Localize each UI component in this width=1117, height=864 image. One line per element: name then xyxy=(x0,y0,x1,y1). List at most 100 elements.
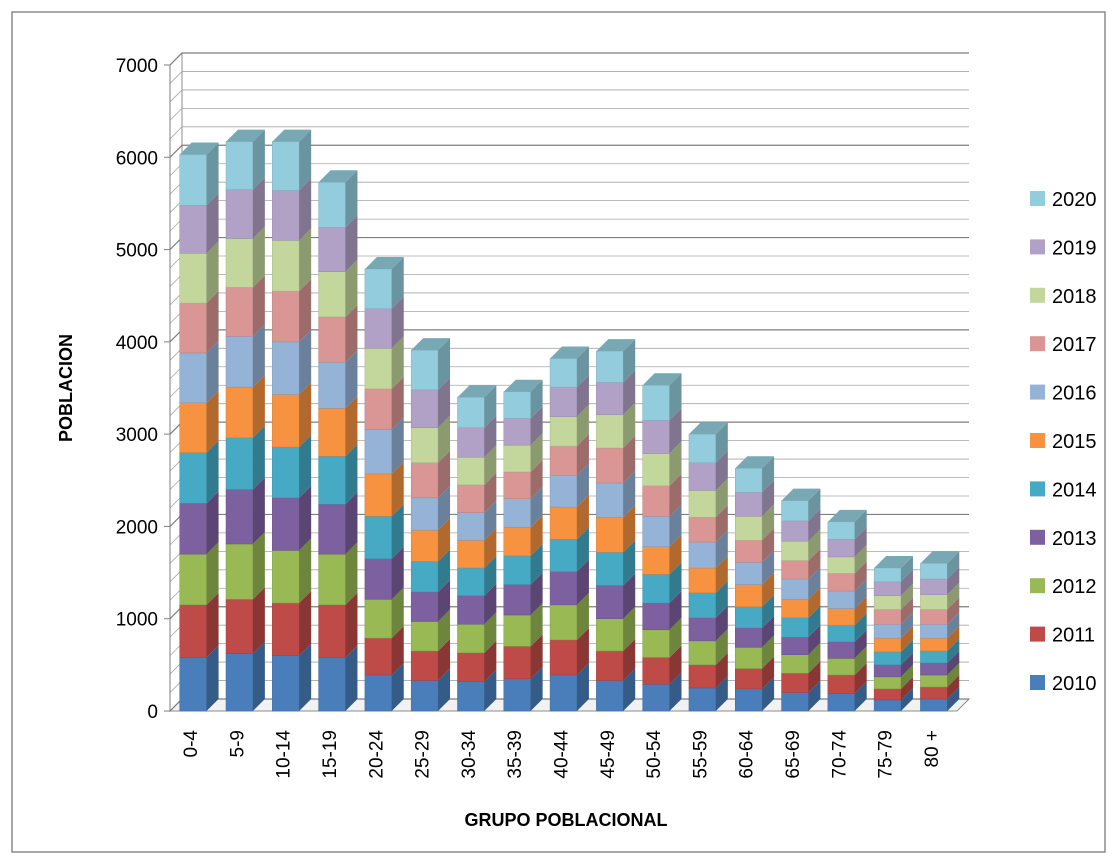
bar-side xyxy=(484,640,497,682)
bar-front xyxy=(179,553,207,606)
bar-side xyxy=(669,562,682,604)
bar-front xyxy=(179,302,207,354)
bar-side xyxy=(808,605,821,638)
bar-side xyxy=(808,625,821,655)
bar-segment-2012 xyxy=(827,646,867,676)
bar-segment-2016 xyxy=(688,530,728,569)
legend-label: 2011 xyxy=(1052,625,1095,647)
bar-side xyxy=(206,142,219,206)
bar-side xyxy=(669,408,682,454)
bar-stack-10-14 xyxy=(272,129,312,712)
bar-segment-2020 xyxy=(225,129,265,190)
bar-front xyxy=(318,456,346,505)
bar-segment-2019 xyxy=(549,375,589,417)
bar-side xyxy=(623,370,636,415)
bar-side xyxy=(438,518,451,562)
bar-segment-2011 xyxy=(642,645,682,685)
bar-segment-2016 xyxy=(735,550,775,585)
bar-side xyxy=(715,530,728,568)
bar-front xyxy=(920,686,948,700)
bar-top xyxy=(596,339,636,352)
bar-segment-2019 xyxy=(688,450,728,491)
bar-segment-2018 xyxy=(920,582,960,610)
bar-segment-2020 xyxy=(827,509,867,540)
bar-side xyxy=(391,256,404,309)
bar-side xyxy=(900,687,913,711)
bar-front xyxy=(272,240,300,292)
bar-side xyxy=(576,627,589,676)
bar-side xyxy=(391,336,404,389)
bar-segment-2020 xyxy=(873,555,913,583)
bar-front xyxy=(364,637,392,676)
bar-side xyxy=(900,612,913,639)
bar-side xyxy=(299,382,312,448)
bar-stack-30-34 xyxy=(457,385,497,712)
bar-segment-2014 xyxy=(781,605,821,638)
bars xyxy=(179,129,960,712)
bar-side xyxy=(808,488,821,521)
bar-front xyxy=(873,624,902,639)
bar-front xyxy=(642,574,670,604)
bar-side xyxy=(715,505,728,543)
bar-front xyxy=(596,680,624,712)
bar-side xyxy=(947,582,960,610)
bar-side xyxy=(947,597,960,625)
bar-front xyxy=(735,468,763,493)
bar-front xyxy=(781,578,809,600)
x-tick-label: 70-74 xyxy=(829,730,850,779)
bar-front xyxy=(873,595,902,610)
bar-front xyxy=(827,608,855,626)
bar-front xyxy=(318,181,346,228)
bar-front xyxy=(873,688,902,701)
bar-segment-2020 xyxy=(457,385,497,428)
bar-segment-2011 xyxy=(179,592,219,658)
bar-front xyxy=(179,352,207,404)
bar-stack-65-69 xyxy=(781,488,821,712)
bar-segment-2015 xyxy=(827,596,867,626)
bar-side xyxy=(762,676,775,711)
bar-side xyxy=(252,324,265,388)
minor-gridline xyxy=(169,126,969,140)
bar-front xyxy=(272,655,300,712)
bar-side xyxy=(252,587,265,654)
bar-side xyxy=(947,675,960,700)
bar-front xyxy=(503,678,531,712)
bar-segment-2016 xyxy=(873,612,913,639)
bar-segment-2019 xyxy=(457,415,497,458)
bar-segment-2020 xyxy=(920,551,960,580)
x-tick-label: 40-44 xyxy=(552,730,573,779)
bar-front xyxy=(410,561,439,593)
bar-front xyxy=(410,427,439,464)
bar-front xyxy=(410,650,439,681)
bar-top xyxy=(920,551,960,564)
bar-side xyxy=(900,652,913,677)
bar-side xyxy=(576,495,589,540)
bar-segment-2015 xyxy=(549,495,589,540)
bar-side xyxy=(438,639,451,681)
bar-side xyxy=(252,226,265,288)
bar-front xyxy=(549,475,578,508)
bar-front xyxy=(735,627,763,648)
y-tick-label: 6000 xyxy=(116,148,158,169)
bar-side xyxy=(715,652,728,688)
bar-front xyxy=(827,521,855,540)
bar-front xyxy=(781,617,809,638)
bar-front xyxy=(225,653,254,712)
bar-front xyxy=(827,573,855,592)
bar-segment-2017 xyxy=(549,434,589,476)
bar-segment-2018 xyxy=(179,241,219,304)
bar-segment-2017 xyxy=(179,291,219,354)
bar-side xyxy=(762,550,775,585)
bar-segment-2018 xyxy=(457,445,497,486)
bar-side xyxy=(206,193,219,254)
bar-front xyxy=(272,550,300,604)
bar-front xyxy=(225,386,254,439)
bar-front xyxy=(457,595,485,625)
bar-segment-2011 xyxy=(364,626,404,676)
bar-front xyxy=(549,674,578,712)
bar-front xyxy=(735,688,763,712)
bar-front xyxy=(410,389,439,428)
bar-segment-2020 xyxy=(688,422,728,464)
bar-front xyxy=(225,189,254,239)
bar-stack-5-9 xyxy=(225,129,265,712)
